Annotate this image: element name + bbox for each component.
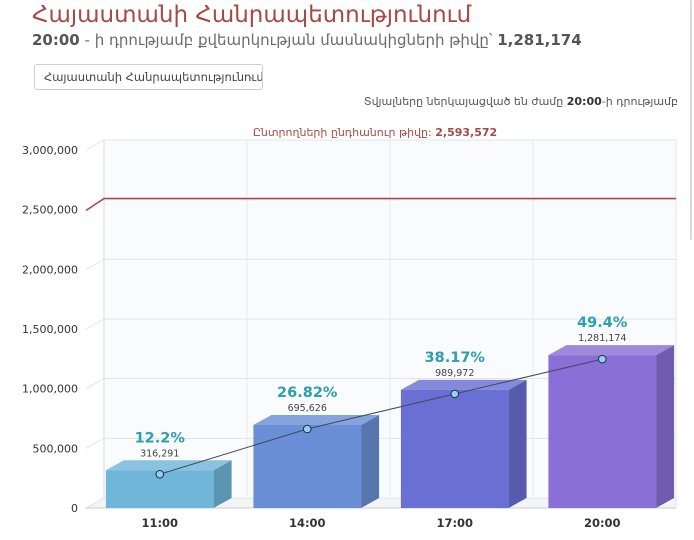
bar-side bbox=[213, 460, 232, 508]
value-label: 695,626 bbox=[288, 403, 327, 414]
y-tick-label: 2,000,000 bbox=[22, 263, 78, 276]
value-label: 989,972 bbox=[435, 368, 474, 379]
reference-line-label-text: Ընտրողների ընդհանուր թիվը: bbox=[253, 126, 435, 139]
page-scrollbar[interactable] bbox=[690, 0, 692, 240]
bar-top bbox=[253, 414, 380, 425]
trend-line bbox=[159, 358, 603, 475]
percent-label: 12.2% bbox=[135, 430, 186, 446]
bar bbox=[548, 355, 657, 508]
bar-top bbox=[400, 379, 527, 390]
y-tick-label: 2,500,000 bbox=[22, 204, 78, 217]
region-select-value: Հայաստանի Հանրապետությունում bbox=[44, 70, 263, 84]
page-title: Հայաստանի Հանրապետությունում bbox=[32, 2, 472, 28]
subtitle-text: - ի դրությամբ քվեարկության մասնակիցների … bbox=[79, 31, 498, 49]
reference-line-label-value: 2,593,572 bbox=[435, 126, 497, 139]
data-time-note: Տվյալները ներկայացված են ժամը 20:00-ի դր… bbox=[364, 95, 678, 108]
region-select[interactable]: Հայաստանի Հանրապետությունում ⌄ bbox=[34, 64, 263, 90]
percent-label: 38.17% bbox=[425, 350, 486, 366]
value-label: 316,291 bbox=[140, 448, 179, 459]
percent-label: 49.4% bbox=[577, 315, 628, 331]
bar-side bbox=[656, 345, 675, 508]
y-tick-label: 1,000,000 bbox=[22, 383, 78, 396]
reference-line bbox=[85, 197, 676, 212]
y-tick-label: 500,000 bbox=[33, 442, 79, 455]
subtitle-time: 20:00 bbox=[32, 31, 80, 49]
y-tick-label: 1,500,000 bbox=[22, 323, 78, 336]
y-tick-label: 0 bbox=[71, 502, 78, 515]
x-tick-label: 20:00 bbox=[584, 516, 621, 530]
bar-top bbox=[548, 345, 675, 356]
page-subtitle: 20:00 - ի դրությամբ քվեարկության մասնակի… bbox=[32, 31, 582, 49]
trend-point bbox=[155, 469, 165, 479]
y-tick-label: 3,000,000 bbox=[22, 144, 78, 157]
x-tick-label: 14:00 bbox=[289, 516, 326, 530]
trend-point bbox=[597, 354, 607, 364]
bar-top bbox=[105, 460, 232, 471]
bar-side bbox=[508, 379, 527, 508]
x-tick-label: 11:00 bbox=[141, 516, 178, 530]
chevron-down-icon: ⌄ bbox=[247, 71, 256, 82]
note-time: 20:00 bbox=[566, 95, 602, 108]
note-prefix: Տվյալները ներկայացված են ժամը bbox=[363, 95, 567, 108]
trend-point bbox=[302, 424, 312, 434]
value-label: 1,281,174 bbox=[578, 333, 626, 344]
bar-side bbox=[361, 414, 380, 508]
subtitle-count: 1,281,174 bbox=[497, 31, 582, 49]
bar bbox=[400, 389, 509, 508]
reference-line-label: Ընտրողների ընդհանուր թիվը: 2,593,572 bbox=[253, 126, 497, 139]
note-suffix: -ի դրությամբ bbox=[601, 95, 678, 108]
percent-label: 26.82% bbox=[277, 385, 338, 401]
trend-point bbox=[450, 389, 460, 399]
bar bbox=[253, 424, 362, 508]
x-tick-label: 17:00 bbox=[436, 516, 473, 530]
